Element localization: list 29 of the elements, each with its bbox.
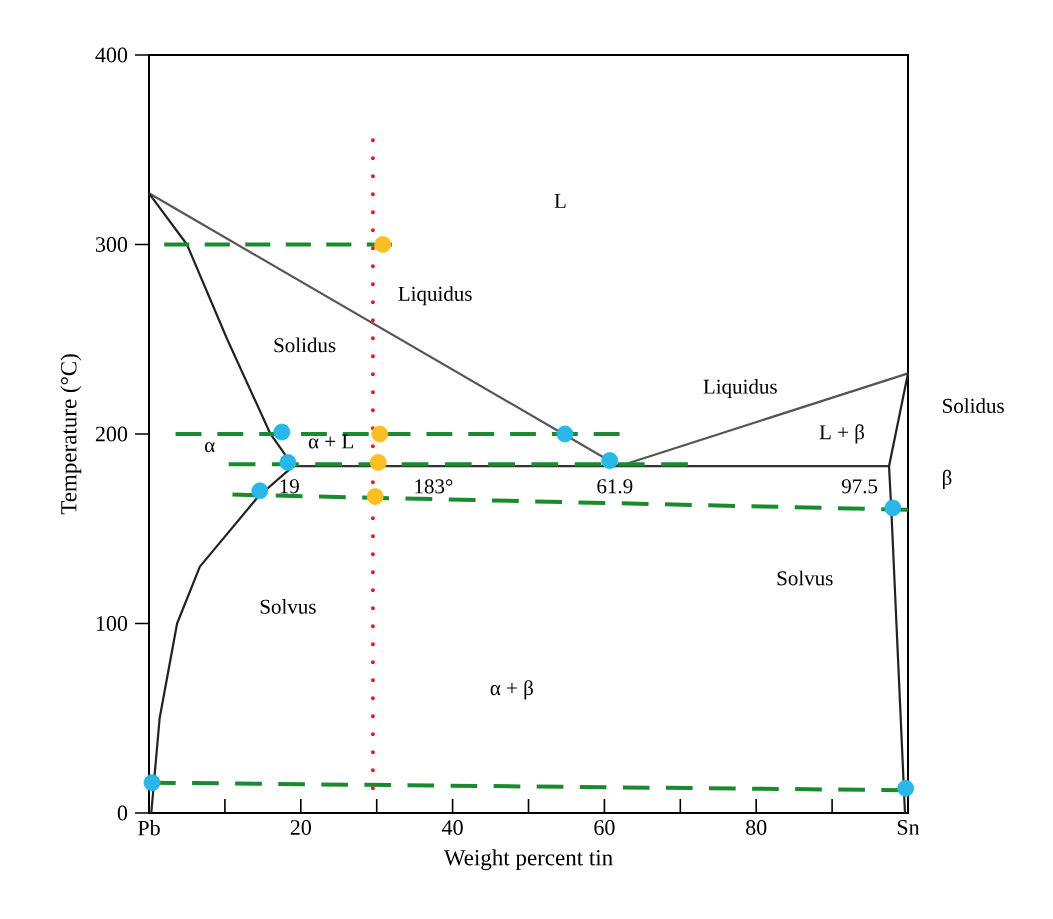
y-tick-label: 400 xyxy=(95,47,128,63)
annotation: α xyxy=(205,442,215,453)
x-tick-label: 40 xyxy=(442,820,463,835)
annotation: α + L xyxy=(308,434,353,449)
x-tick-label: 20 xyxy=(290,820,311,835)
annotation: L + β xyxy=(819,424,865,444)
y-axis-title: Temperature (°C) xyxy=(60,354,82,515)
x-tick-label: Sn xyxy=(897,820,920,835)
y-tick-label: 100 xyxy=(96,616,128,631)
annotation: Liquidus xyxy=(398,286,472,306)
y-tick-label: 0 xyxy=(117,805,128,821)
annotation: α + β xyxy=(490,680,533,700)
annotation: Liquidus xyxy=(703,379,777,399)
y-tick-label: 200 xyxy=(95,426,128,442)
annotation: 61.9 xyxy=(597,479,633,494)
annotation: Solidus xyxy=(274,337,336,353)
x-tick-label: Pb xyxy=(138,820,160,836)
annotation: 19 xyxy=(280,479,299,494)
x-axis-title: Weight percent tin xyxy=(443,849,613,871)
y-tick-label: 300 xyxy=(96,237,128,252)
x-tick-label: 80 xyxy=(746,820,767,835)
annotation: 183° xyxy=(415,479,453,494)
text: Solidus xyxy=(943,398,1004,413)
x-tick-label: 60 xyxy=(594,820,615,835)
annotation: L xyxy=(554,194,566,208)
text: β xyxy=(942,469,952,490)
annotation: Solvus xyxy=(260,599,316,614)
annotation: 97.5 xyxy=(841,479,878,494)
annotation: Solvus xyxy=(777,570,833,586)
